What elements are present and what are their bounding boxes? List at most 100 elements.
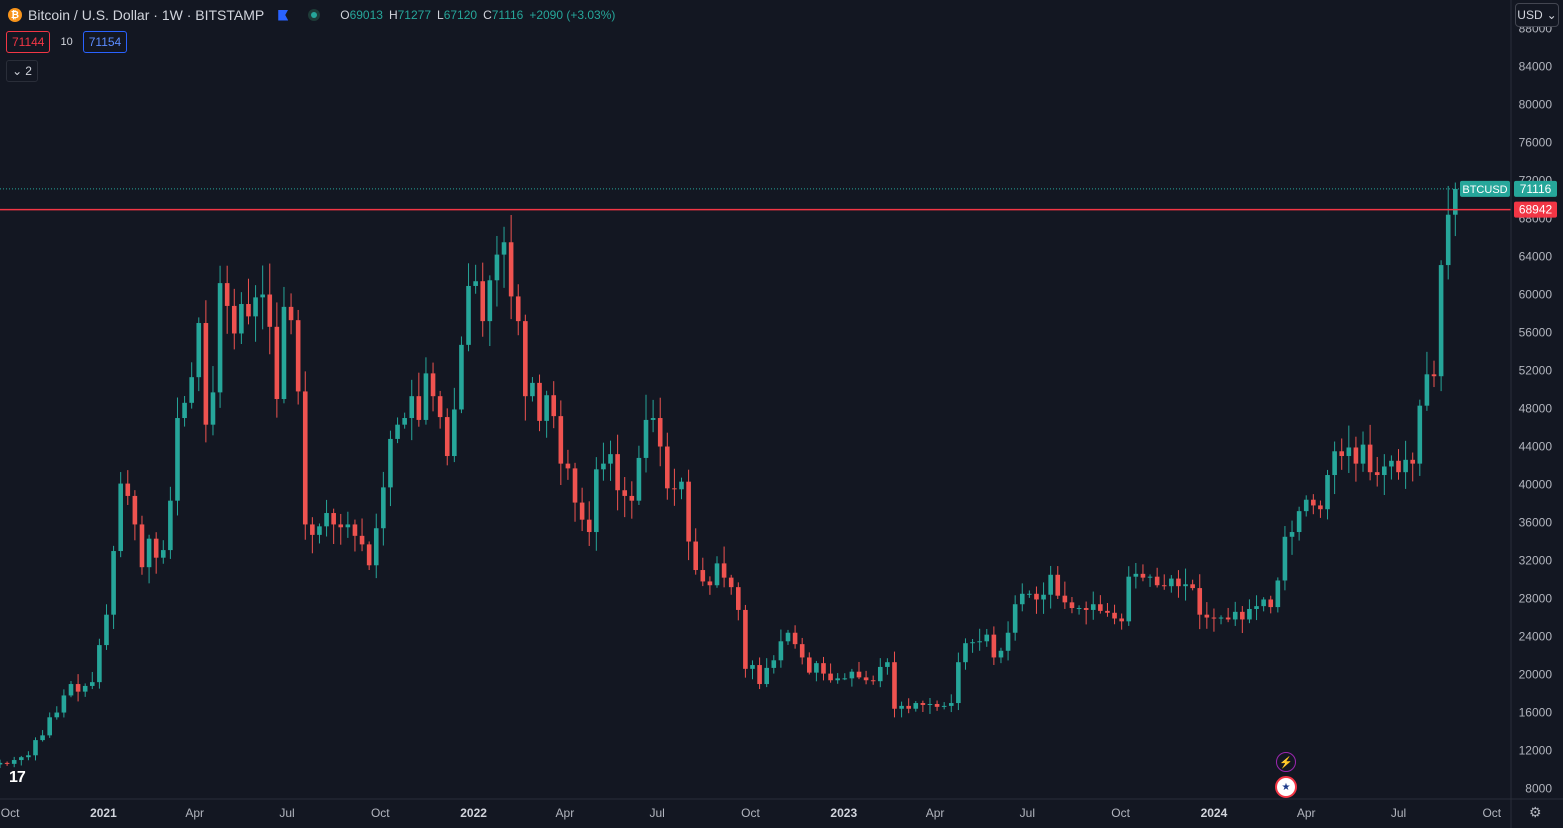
candle (1360, 431, 1366, 472)
buy-button[interactable]: 71154 (82, 31, 128, 53)
candle (1325, 469, 1330, 520)
candle (1218, 615, 1224, 625)
sell-button[interactable]: 71144 (6, 31, 51, 53)
price-tick-label: 28000 (1519, 592, 1553, 606)
candle (331, 508, 336, 544)
price-tick-label: 8000 (1525, 782, 1552, 796)
candle (1275, 577, 1281, 613)
candle (1424, 351, 1430, 411)
time-tick-label: Oct (1482, 806, 1501, 820)
market-status-icon[interactable] (308, 9, 321, 21)
candle (1154, 567, 1160, 588)
price-scale[interactable]: 8000 12000 16000 20000 24000 28000 32000 36000 4… (1519, 22, 1553, 796)
candle (856, 661, 862, 680)
candle (1211, 608, 1217, 632)
candle (1090, 591, 1096, 620)
candle (139, 515, 145, 575)
candle (863, 670, 869, 685)
us-flag-event-icon[interactable]: ★ (1275, 776, 1297, 798)
candle (18, 755, 24, 766)
candle (146, 534, 152, 584)
lightning-event-icon[interactable]: ⚡ (1276, 752, 1296, 772)
candle (1339, 438, 1345, 470)
price-tick-label: 64000 (1519, 250, 1553, 264)
candle (508, 214, 514, 320)
time-tick-label: Oct (371, 806, 390, 820)
candle (1204, 602, 1210, 629)
candle (324, 499, 329, 537)
price-tick-label: 56000 (1519, 326, 1553, 340)
candle (452, 387, 457, 463)
candle (153, 532, 159, 574)
candle (1112, 604, 1117, 625)
candle (1311, 494, 1316, 515)
candle (288, 293, 294, 335)
candle (231, 288, 237, 350)
candle (281, 286, 287, 404)
candle (1382, 454, 1387, 496)
candle (487, 275, 493, 347)
candle (714, 556, 720, 588)
indicators-count: 2 (25, 64, 32, 78)
candle (523, 314, 528, 421)
price-tick-label: 16000 (1519, 706, 1553, 720)
symbol-title[interactable]: Bitcoin / U.S. Dollar · 1W · BITSTAMP (28, 7, 265, 23)
candle (111, 545, 116, 630)
time-tick-label: Jul (1391, 806, 1406, 820)
candle (601, 442, 606, 481)
candle (1027, 590, 1032, 598)
candle (757, 657, 762, 690)
candle (388, 430, 393, 507)
time-scale[interactable]: Oct 2021 Apr Jul Oct 2022 Apr Jul Oct 2023 Apr Jul O… (1, 806, 1502, 820)
candle (203, 300, 209, 443)
candle (615, 434, 620, 511)
candle (1048, 565, 1053, 609)
candle (1254, 595, 1259, 621)
flag-icon[interactable] (278, 9, 289, 21)
candle (799, 637, 805, 665)
indicators-toggle-button[interactable]: ⌄ 2 (6, 60, 38, 82)
candle (1374, 456, 1380, 487)
candle (160, 540, 166, 564)
candle (1296, 506, 1302, 541)
candle (359, 518, 365, 552)
time-tick-label: 2024 (1201, 806, 1228, 820)
gear-icon[interactable]: ⚙ (1529, 804, 1542, 820)
candle (239, 292, 244, 345)
candle (877, 658, 883, 688)
currency-button[interactable]: USD ⌄ (1515, 3, 1559, 27)
candle (1069, 596, 1075, 614)
time-tick-label: 2023 (830, 806, 857, 820)
candle (189, 362, 194, 409)
chevron-down-icon: ⌄ (1546, 8, 1557, 22)
candle (899, 701, 904, 718)
candle (75, 674, 81, 702)
candle (373, 513, 379, 579)
low-value: 67120 (443, 8, 478, 22)
candle (906, 698, 911, 714)
candle (61, 689, 67, 718)
trade-panel: 71144 10 71154 (6, 31, 128, 53)
candle (1126, 566, 1132, 626)
high-value: 71277 (397, 8, 431, 22)
candle (104, 604, 109, 650)
candle (941, 702, 947, 710)
candle (736, 582, 741, 621)
candle (1332, 441, 1337, 495)
candle (1161, 574, 1167, 590)
candle (267, 263, 273, 355)
candle (991, 626, 997, 665)
candle (970, 638, 975, 653)
candle (1445, 185, 1451, 280)
time-tick-label: Jul (649, 806, 664, 820)
candle (821, 656, 826, 681)
candle (132, 490, 138, 541)
tradingview-logo[interactable]: 17 (9, 769, 26, 786)
candle (125, 470, 131, 505)
candle (317, 523, 322, 544)
candle (686, 469, 691, 561)
candle (1232, 601, 1238, 626)
price-tick-label: 84000 (1519, 60, 1553, 74)
candle (1169, 575, 1174, 593)
